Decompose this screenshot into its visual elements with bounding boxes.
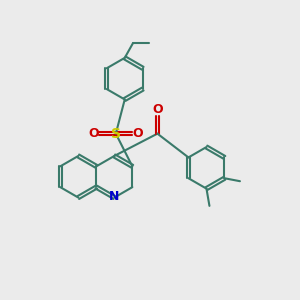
Text: S: S xyxy=(111,127,121,141)
Text: O: O xyxy=(132,127,143,140)
Text: N: N xyxy=(109,190,119,202)
Text: O: O xyxy=(152,103,163,116)
Text: O: O xyxy=(89,127,99,140)
